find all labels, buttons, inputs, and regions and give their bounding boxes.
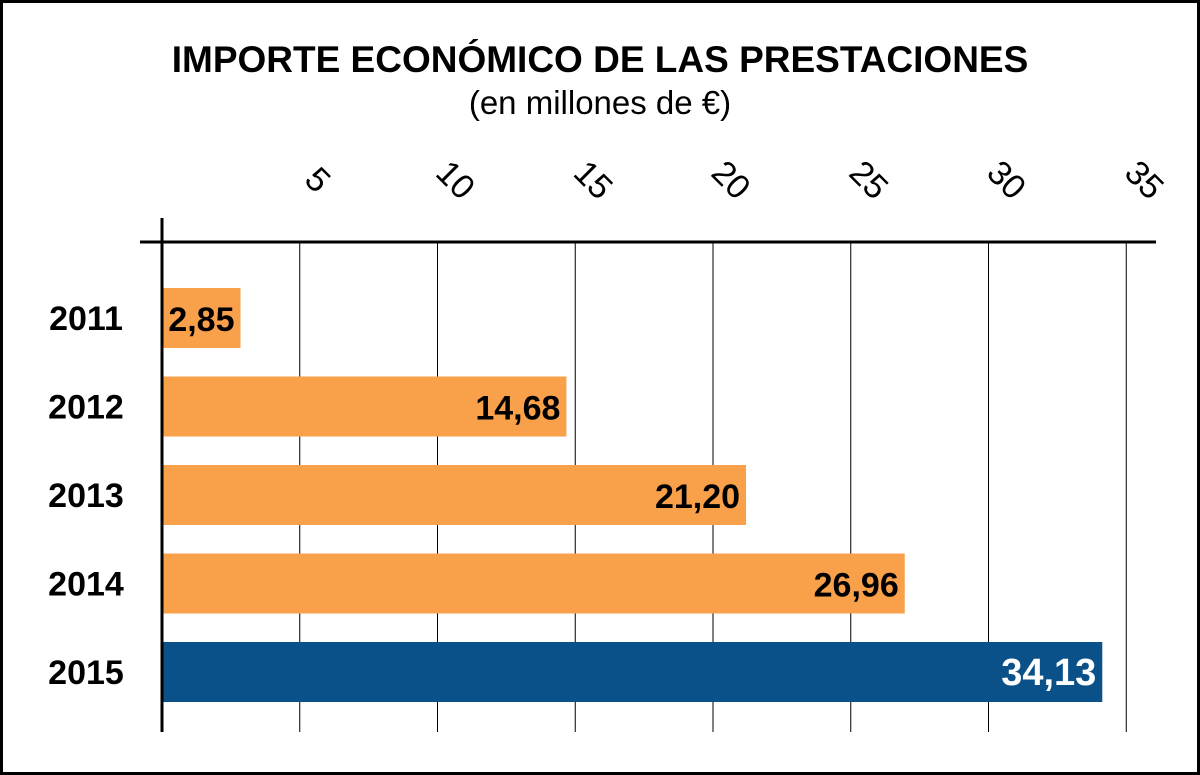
chart-title: IMPORTE ECONÓMICO DE LAS PRESTACIONES [171,39,1029,80]
bar-2015 [163,642,1103,702]
bar-2011 [163,288,241,348]
chart-subtitle: (en millones de €) [468,84,732,121]
category-label: 2012 [48,389,124,427]
category-label: 2011 [49,300,123,338]
category-label: 2013 [48,477,124,515]
bars [163,288,1103,702]
value-label: 26,96 [814,567,899,605]
x-tick-label: 5 [297,160,337,200]
bar-2014 [163,553,905,614]
value-label: 34,13 [1001,652,1096,694]
x-tick-labels: 5 10 15 20 25 30 35 [297,153,1170,207]
category-label: 2015 [48,654,124,692]
x-tick-label: 30 [979,153,1033,207]
value-label: 2,85 [168,301,234,339]
bar-2013 [163,465,747,525]
value-label: 21,20 [655,478,740,516]
bar-2012 [163,376,567,437]
category-label: 2014 [48,566,124,604]
value-labels: 2,85 14,68 21,20 26,96 34,13 [168,301,1096,694]
value-label: 14,68 [475,390,560,428]
axes [140,218,1156,732]
x-tick-label: 10 [428,153,482,207]
category-labels: 2011 2012 2013 2014 2015 [48,300,124,692]
x-tick-label: 15 [566,153,620,207]
x-tick-label: 20 [704,153,758,207]
x-tick-label: 35 [1117,153,1171,207]
x-tick-label: 25 [842,153,896,207]
